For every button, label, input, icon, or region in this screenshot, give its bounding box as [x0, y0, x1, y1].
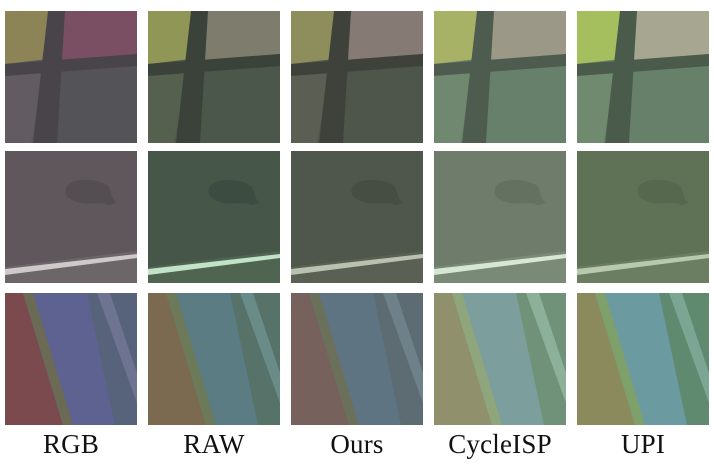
row3-rgb-image — [5, 293, 137, 425]
row3-cycleisp-image — [434, 293, 566, 425]
row1-upi-image — [577, 11, 709, 143]
column-label-raw: RAW — [139, 428, 289, 460]
row1-raw-image — [148, 11, 280, 143]
column-label-ours: Ours — [282, 428, 432, 460]
row1-rgb-image — [5, 11, 137, 143]
row1-cycleisp-image — [434, 11, 566, 143]
row2-raw-image — [148, 151, 280, 283]
row2-cycleisp-image — [434, 151, 566, 283]
column-label-rgb: RGB — [0, 428, 146, 460]
column-label-cycleisp: CycleISP — [425, 428, 575, 460]
row3-upi-image — [577, 293, 709, 425]
row3-ours-image — [291, 293, 423, 425]
row2-ours-image — [291, 151, 423, 283]
column-label-upi: UPI — [568, 428, 714, 460]
row2-upi-image — [577, 151, 709, 283]
row2-rgb-image — [5, 151, 137, 283]
row3-raw-image — [148, 293, 280, 425]
row1-ours-image — [291, 11, 423, 143]
